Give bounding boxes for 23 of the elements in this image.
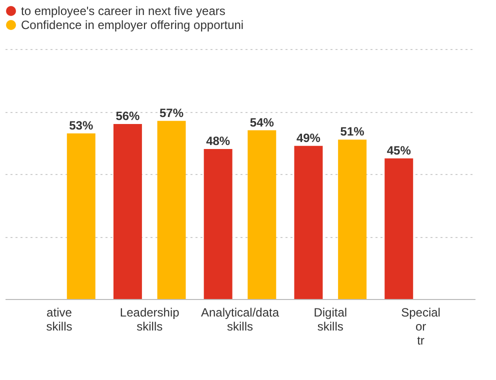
bar <box>248 130 276 299</box>
bar <box>204 149 232 299</box>
legend-label: to employee's career in next five years <box>21 4 226 18</box>
bar <box>384 158 414 299</box>
x-tick-label: Analytical/data skills <box>200 306 280 334</box>
x-tick-label: ative skills <box>46 306 72 334</box>
data-label: 56% <box>116 109 140 123</box>
bar <box>66 133 96 299</box>
data-label: 53% <box>69 118 94 132</box>
bar <box>338 140 367 299</box>
x-tick-label: Special or tr <box>401 306 440 348</box>
data-label: 48% <box>206 134 230 148</box>
bar <box>294 146 323 299</box>
bar <box>157 120 186 299</box>
data-label: 51% <box>340 124 365 139</box>
data-label: 57% <box>160 106 184 120</box>
legend-label: Confidence in employer offering opportuni <box>21 18 244 32</box>
x-tick-label: Leadership skills <box>120 306 180 334</box>
data-label: 45% <box>386 143 412 158</box>
data-label: 49% <box>296 130 321 145</box>
data-label: 54% <box>250 115 274 130</box>
x-tick-label: Digital skills <box>314 306 348 334</box>
bar <box>113 124 142 299</box>
